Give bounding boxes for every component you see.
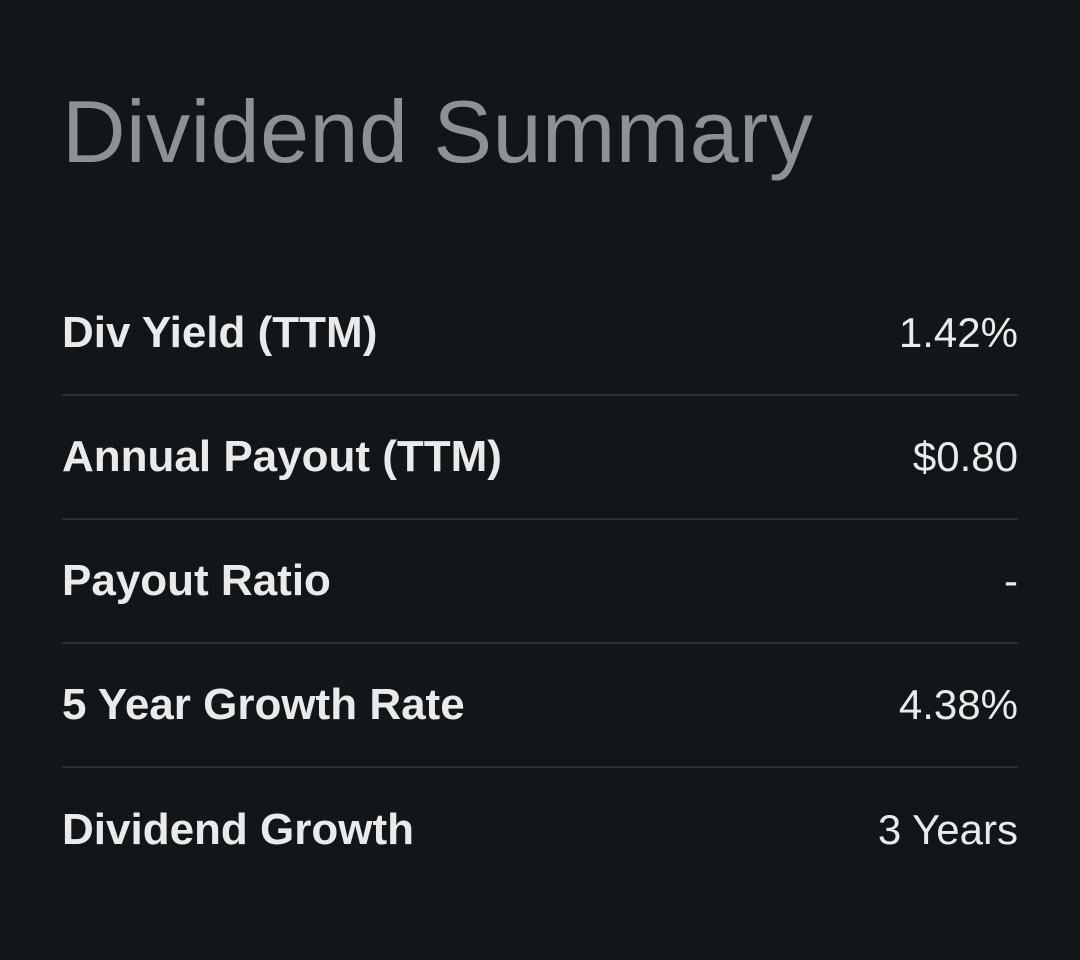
metric-label: Payout Ratio [62,556,331,605]
metric-row-payout-ratio: Payout Ratio - [62,520,1018,644]
metric-value: 1.42% [898,309,1018,356]
metric-row-dividend-growth: Dividend Growth 3 Years [62,768,1018,892]
section-title: Dividend Summary [62,82,814,181]
metric-value: - [1004,557,1018,604]
metric-value: $0.80 [912,433,1018,480]
dividend-metrics-list: Div Yield (TTM) 1.42% Annual Payout (TTM… [62,272,1018,892]
metric-value: 3 Years [877,806,1018,853]
metric-label: Annual Payout (TTM) [62,432,502,481]
metric-row-5yr-growth-rate: 5 Year Growth Rate 4.38% [62,644,1018,768]
metric-label: Dividend Growth [62,805,414,854]
metric-value: 4.38% [898,681,1018,728]
metric-label: 5 Year Growth Rate [62,680,465,729]
metric-label: Div Yield (TTM) [62,308,378,357]
metric-row-div-yield: Div Yield (TTM) 1.42% [62,272,1018,396]
metric-row-annual-payout: Annual Payout (TTM) $0.80 [62,396,1018,520]
